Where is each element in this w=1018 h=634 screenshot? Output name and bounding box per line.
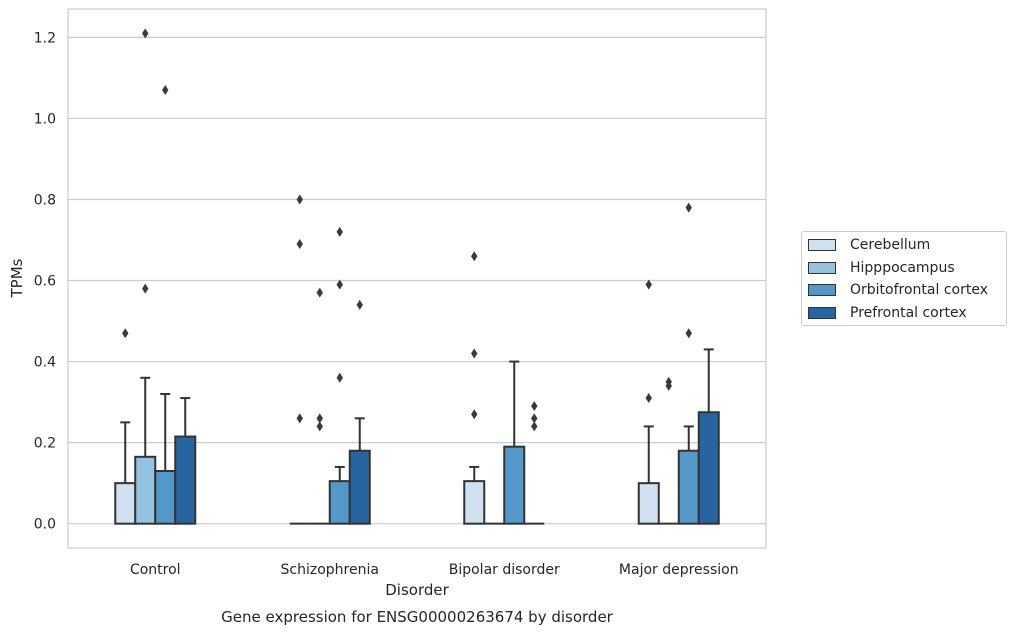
legend-swatch xyxy=(808,239,836,251)
bar xyxy=(348,449,371,525)
legend-label: Orbitofrontal cortex xyxy=(850,282,988,298)
y-axis-label: TPMs xyxy=(8,258,26,298)
outlier-point xyxy=(162,85,169,96)
legend-swatch xyxy=(808,284,836,296)
x-tick-label: Schizophrenia xyxy=(281,562,379,578)
legend: Cerebellum Hipppocampus Orbitofrontal cort… xyxy=(801,231,1007,326)
x-tick-label: Control xyxy=(130,562,181,578)
outlier-point xyxy=(665,376,672,387)
error-bars xyxy=(120,348,714,484)
x-axis-label: Disorder xyxy=(385,581,449,599)
legend-label: Cerebellum xyxy=(850,237,931,253)
outlier-point xyxy=(531,401,538,412)
x-tick-label: Major depression xyxy=(619,562,739,578)
legend-swatch xyxy=(808,306,836,319)
outlier-point xyxy=(316,287,323,298)
outlier-point xyxy=(471,251,478,262)
y-tick-label: 1.0 xyxy=(34,111,56,127)
outlier-point xyxy=(356,299,363,310)
outlier-point xyxy=(685,202,692,213)
bar xyxy=(697,411,720,525)
x-tick-labels: Control Schizophrenia Bipolar disorder Majo… xyxy=(130,562,739,578)
y-tick-label: 0.4 xyxy=(34,355,56,371)
outlier-point xyxy=(471,348,478,359)
y-tick-label: 0.6 xyxy=(34,274,56,290)
y-tick-label: 0.8 xyxy=(34,192,56,208)
outlier-point xyxy=(316,421,323,432)
legend-label: Hipppocampus xyxy=(850,259,955,276)
plot-frame xyxy=(67,8,767,549)
outlier-point xyxy=(336,279,343,290)
outlier-point xyxy=(645,393,652,404)
outlier-point xyxy=(685,328,692,339)
outlier-point xyxy=(316,413,323,424)
outlier-point xyxy=(336,372,343,383)
outlier-point xyxy=(142,283,149,294)
bar xyxy=(328,480,351,525)
y-tick-labels: 0.0 0.2 0.4 0.6 0.8 1.0 1.2 xyxy=(34,30,56,532)
outlier-point xyxy=(645,279,652,290)
legend-swatch xyxy=(808,261,836,274)
legend-item: Cerebellum xyxy=(808,235,930,255)
bar xyxy=(677,449,700,525)
outlier-point xyxy=(531,413,538,424)
y-tick-label: 0.2 xyxy=(34,436,56,452)
x-tick-label: Bipolar disorder xyxy=(449,562,560,578)
gridlines xyxy=(68,36,766,525)
y-tick-label: 0.0 xyxy=(34,517,56,533)
outlier-point xyxy=(531,421,538,432)
y-tick-label: 1.2 xyxy=(34,30,56,46)
outlier-point xyxy=(296,194,303,205)
bars xyxy=(114,411,720,525)
bar xyxy=(154,470,177,525)
legend-label: Prefrontal cortex xyxy=(850,304,967,321)
bar xyxy=(114,482,137,525)
legend-item: Prefrontal cortex xyxy=(808,303,967,323)
bar xyxy=(174,435,197,525)
legend-item: Orbitofrontal cortex xyxy=(808,280,988,300)
chart-title: Gene expression for ENSG00000263674 by d… xyxy=(221,608,614,626)
legend-item: Hipppocampus xyxy=(808,258,955,278)
outlier-point xyxy=(296,413,303,424)
outlier-point xyxy=(336,226,343,237)
outlier-point xyxy=(471,409,478,420)
bar xyxy=(503,445,526,525)
outlier-point xyxy=(142,28,149,39)
bar xyxy=(463,480,486,525)
bar xyxy=(637,482,660,525)
outliers xyxy=(122,28,692,432)
outlier-point xyxy=(122,328,129,339)
outlier-point xyxy=(296,239,303,250)
bar xyxy=(134,455,157,525)
